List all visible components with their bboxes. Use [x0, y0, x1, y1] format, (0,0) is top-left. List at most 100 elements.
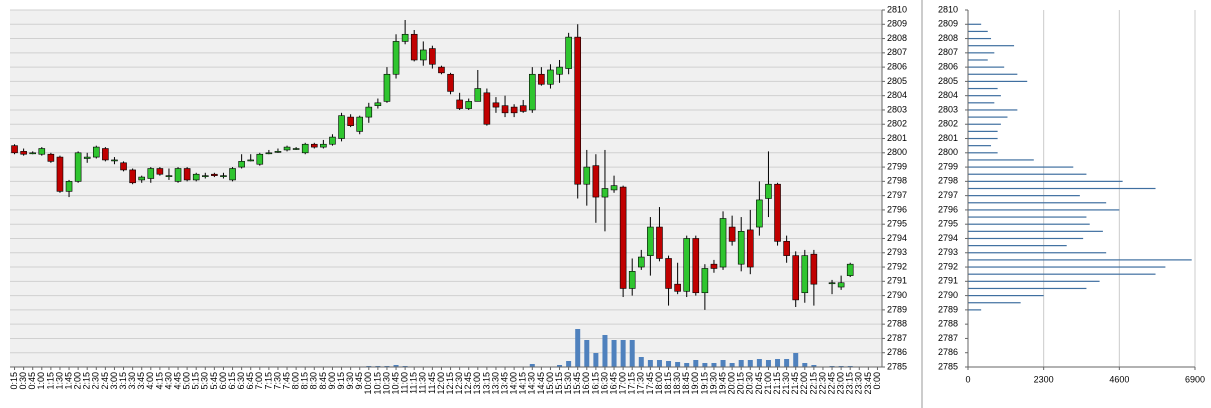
y-tick-label: 2789	[938, 304, 958, 314]
candle-body	[692, 238, 700, 294]
candle-body	[74, 152, 82, 182]
candle-body	[238, 161, 245, 168]
x-tick-label: 20:45	[754, 372, 764, 395]
x-tick-label: 12:30	[454, 372, 464, 395]
x-tick-label: 16:30	[599, 372, 609, 395]
candle-body	[138, 176, 146, 181]
volume-bar	[802, 363, 808, 367]
x-tick-label: 19:45	[717, 372, 727, 395]
x-tick-label: 3:15	[118, 372, 128, 390]
candle-body	[719, 218, 727, 268]
profile-bar	[968, 37, 992, 40]
profile-bar	[968, 130, 998, 132]
volume-bar	[693, 360, 699, 367]
y-tick-label: 2795	[938, 219, 958, 229]
profile-bar	[968, 302, 1021, 304]
profile-bar	[968, 87, 998, 90]
x-tick-label: 4600	[1109, 374, 1129, 384]
profile-bar	[968, 30, 988, 33]
candle-body	[538, 73, 545, 85]
profile-bar	[968, 273, 1156, 275]
x-tick-label: 6:15	[227, 372, 237, 390]
profile-bar	[968, 52, 995, 54]
candle-body	[310, 143, 318, 148]
candle-body	[401, 33, 409, 42]
candle-body	[338, 115, 345, 139]
volume-bar	[647, 360, 653, 367]
volume-bar	[675, 362, 681, 367]
y-tick-label: 2810	[938, 4, 958, 14]
y-tick-label: 2808	[887, 33, 907, 43]
candle-body	[656, 226, 663, 259]
x-tick-label: 22:30	[817, 372, 827, 395]
x-tick-label: 17:15	[627, 372, 637, 395]
candle-body	[192, 173, 200, 181]
x-tick-label: 15:15	[554, 372, 564, 395]
candle-body	[301, 143, 309, 154]
y-tick-label: 2788	[887, 319, 907, 329]
candle-body	[519, 105, 527, 112]
volume-bar	[575, 329, 581, 367]
candle-body	[56, 156, 64, 192]
y-tick-label: 2797	[887, 190, 907, 200]
candle-body	[774, 183, 781, 242]
candle-body	[129, 169, 136, 184]
x-tick-label: 1:30	[54, 372, 64, 390]
volume-bar	[611, 340, 617, 367]
candle-body	[83, 156, 91, 159]
candle-body	[419, 49, 427, 61]
x-tick-label: 10:15	[372, 372, 382, 395]
y-tick-label: 2806	[938, 61, 958, 71]
profile-bar	[968, 23, 982, 25]
candle-body	[474, 88, 482, 102]
x-tick-label: 13:15	[481, 372, 491, 395]
x-tick-label: 20:30	[745, 372, 755, 395]
y-tick-label: 2796	[887, 204, 907, 214]
x-tick-label: 23:15	[845, 372, 855, 395]
candle-body	[256, 153, 264, 165]
x-tick-label: 13:45	[499, 372, 509, 395]
candle-body	[92, 146, 100, 158]
y-tick-label: 2794	[887, 233, 907, 243]
profile-bar	[968, 280, 1100, 282]
x-tick-label: 16:15	[590, 372, 600, 395]
y-tick-label: 2789	[887, 304, 907, 314]
x-tick-label: 3:45	[136, 372, 146, 390]
x-tick-label: 21:15	[772, 372, 782, 395]
y-tick-label: 2786	[887, 347, 907, 357]
candle-body	[592, 165, 600, 198]
candle-body	[674, 283, 681, 292]
x-tick-label: 18:30	[672, 372, 682, 395]
x-tick-label: 12:15	[445, 372, 455, 395]
candle-body	[528, 73, 536, 111]
x-tick-label: 2:00	[73, 372, 83, 390]
volume-bar	[811, 365, 817, 367]
profile-bar	[968, 259, 1192, 261]
candle-body	[410, 33, 418, 61]
profile-bar	[968, 152, 998, 154]
candle-body	[102, 148, 109, 161]
y-tick-label: 2798	[938, 176, 958, 186]
x-tick-label: 11:15	[409, 372, 419, 394]
x-tick-label: 4:45	[172, 372, 182, 390]
x-tick-label: 8:45	[318, 372, 328, 390]
candle-body	[283, 146, 291, 151]
volume-bar	[638, 357, 644, 367]
y-tick-label: 2809	[887, 19, 907, 29]
candle-body	[801, 255, 809, 294]
candle-body	[828, 282, 836, 285]
candle-body	[11, 145, 18, 154]
profile-bar	[968, 145, 992, 147]
profile-bar	[968, 66, 1005, 68]
volume-bar	[529, 364, 535, 367]
y-tick-label: 2810	[887, 4, 907, 14]
candle-body	[438, 66, 445, 74]
x-tick-label: 10:45	[390, 372, 400, 395]
candle-body	[211, 173, 218, 176]
candle-body	[665, 258, 672, 289]
y-tick-label: 2796	[938, 204, 958, 214]
x-tick-label: 4:00	[145, 372, 155, 390]
x-tick-label: 2:30	[91, 372, 101, 390]
x-tick-label: 6:45	[245, 372, 255, 390]
candle-body	[329, 136, 336, 145]
